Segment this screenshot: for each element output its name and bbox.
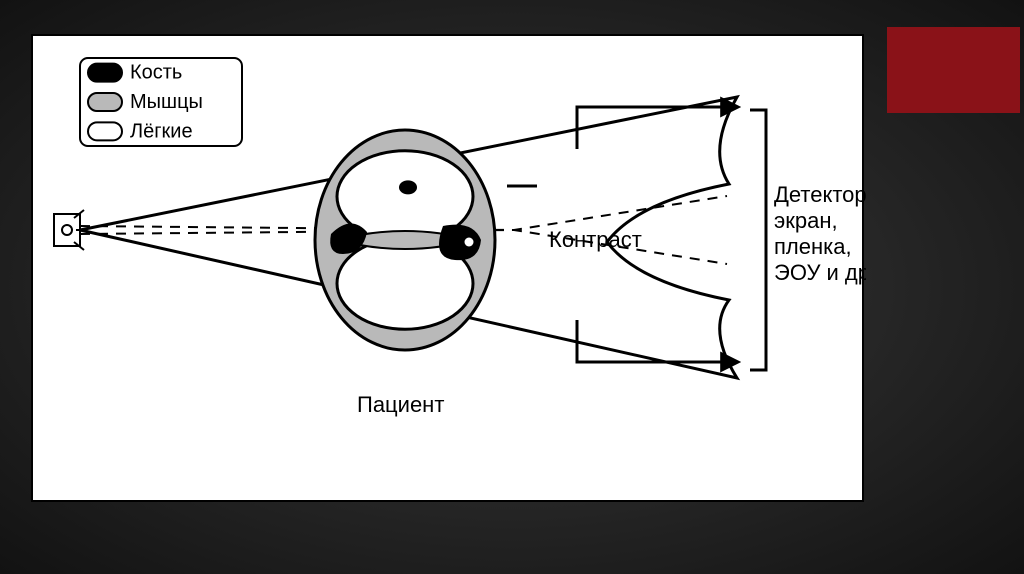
detector-bracket <box>750 110 766 370</box>
legend-swatch <box>88 122 122 140</box>
legend-label: Кость <box>130 62 182 84</box>
label-detectors-line: экран, <box>774 208 838 233</box>
legend-label: Мышцы <box>130 91 203 113</box>
bone-right-lumen <box>465 238 474 247</box>
legend-label: Лёгкие <box>130 120 193 142</box>
legend-swatch <box>88 64 122 82</box>
label-detectors-line: ЭОУ и др. <box>774 260 866 285</box>
label-detectors-line: пленка, <box>774 234 852 259</box>
decorative-red-block <box>887 27 1020 113</box>
xray-diagram: Кость Мышцы Лёгкие Пациент Контраст Детекторы… <box>33 36 866 504</box>
diagram-frame: Кость Мышцы Лёгкие Пациент Контраст Детекторы… <box>31 34 864 502</box>
slide-stage: Кость Мышцы Лёгкие Пациент Контраст Детекторы… <box>0 0 1024 574</box>
bone-spine <box>399 180 417 194</box>
label-patient: Пациент <box>357 392 444 417</box>
label-detectors-line: Детекторы: <box>774 182 866 207</box>
legend-swatch <box>88 93 122 111</box>
label-contrast: Контраст <box>549 227 642 252</box>
xray-source-focal <box>62 225 72 235</box>
